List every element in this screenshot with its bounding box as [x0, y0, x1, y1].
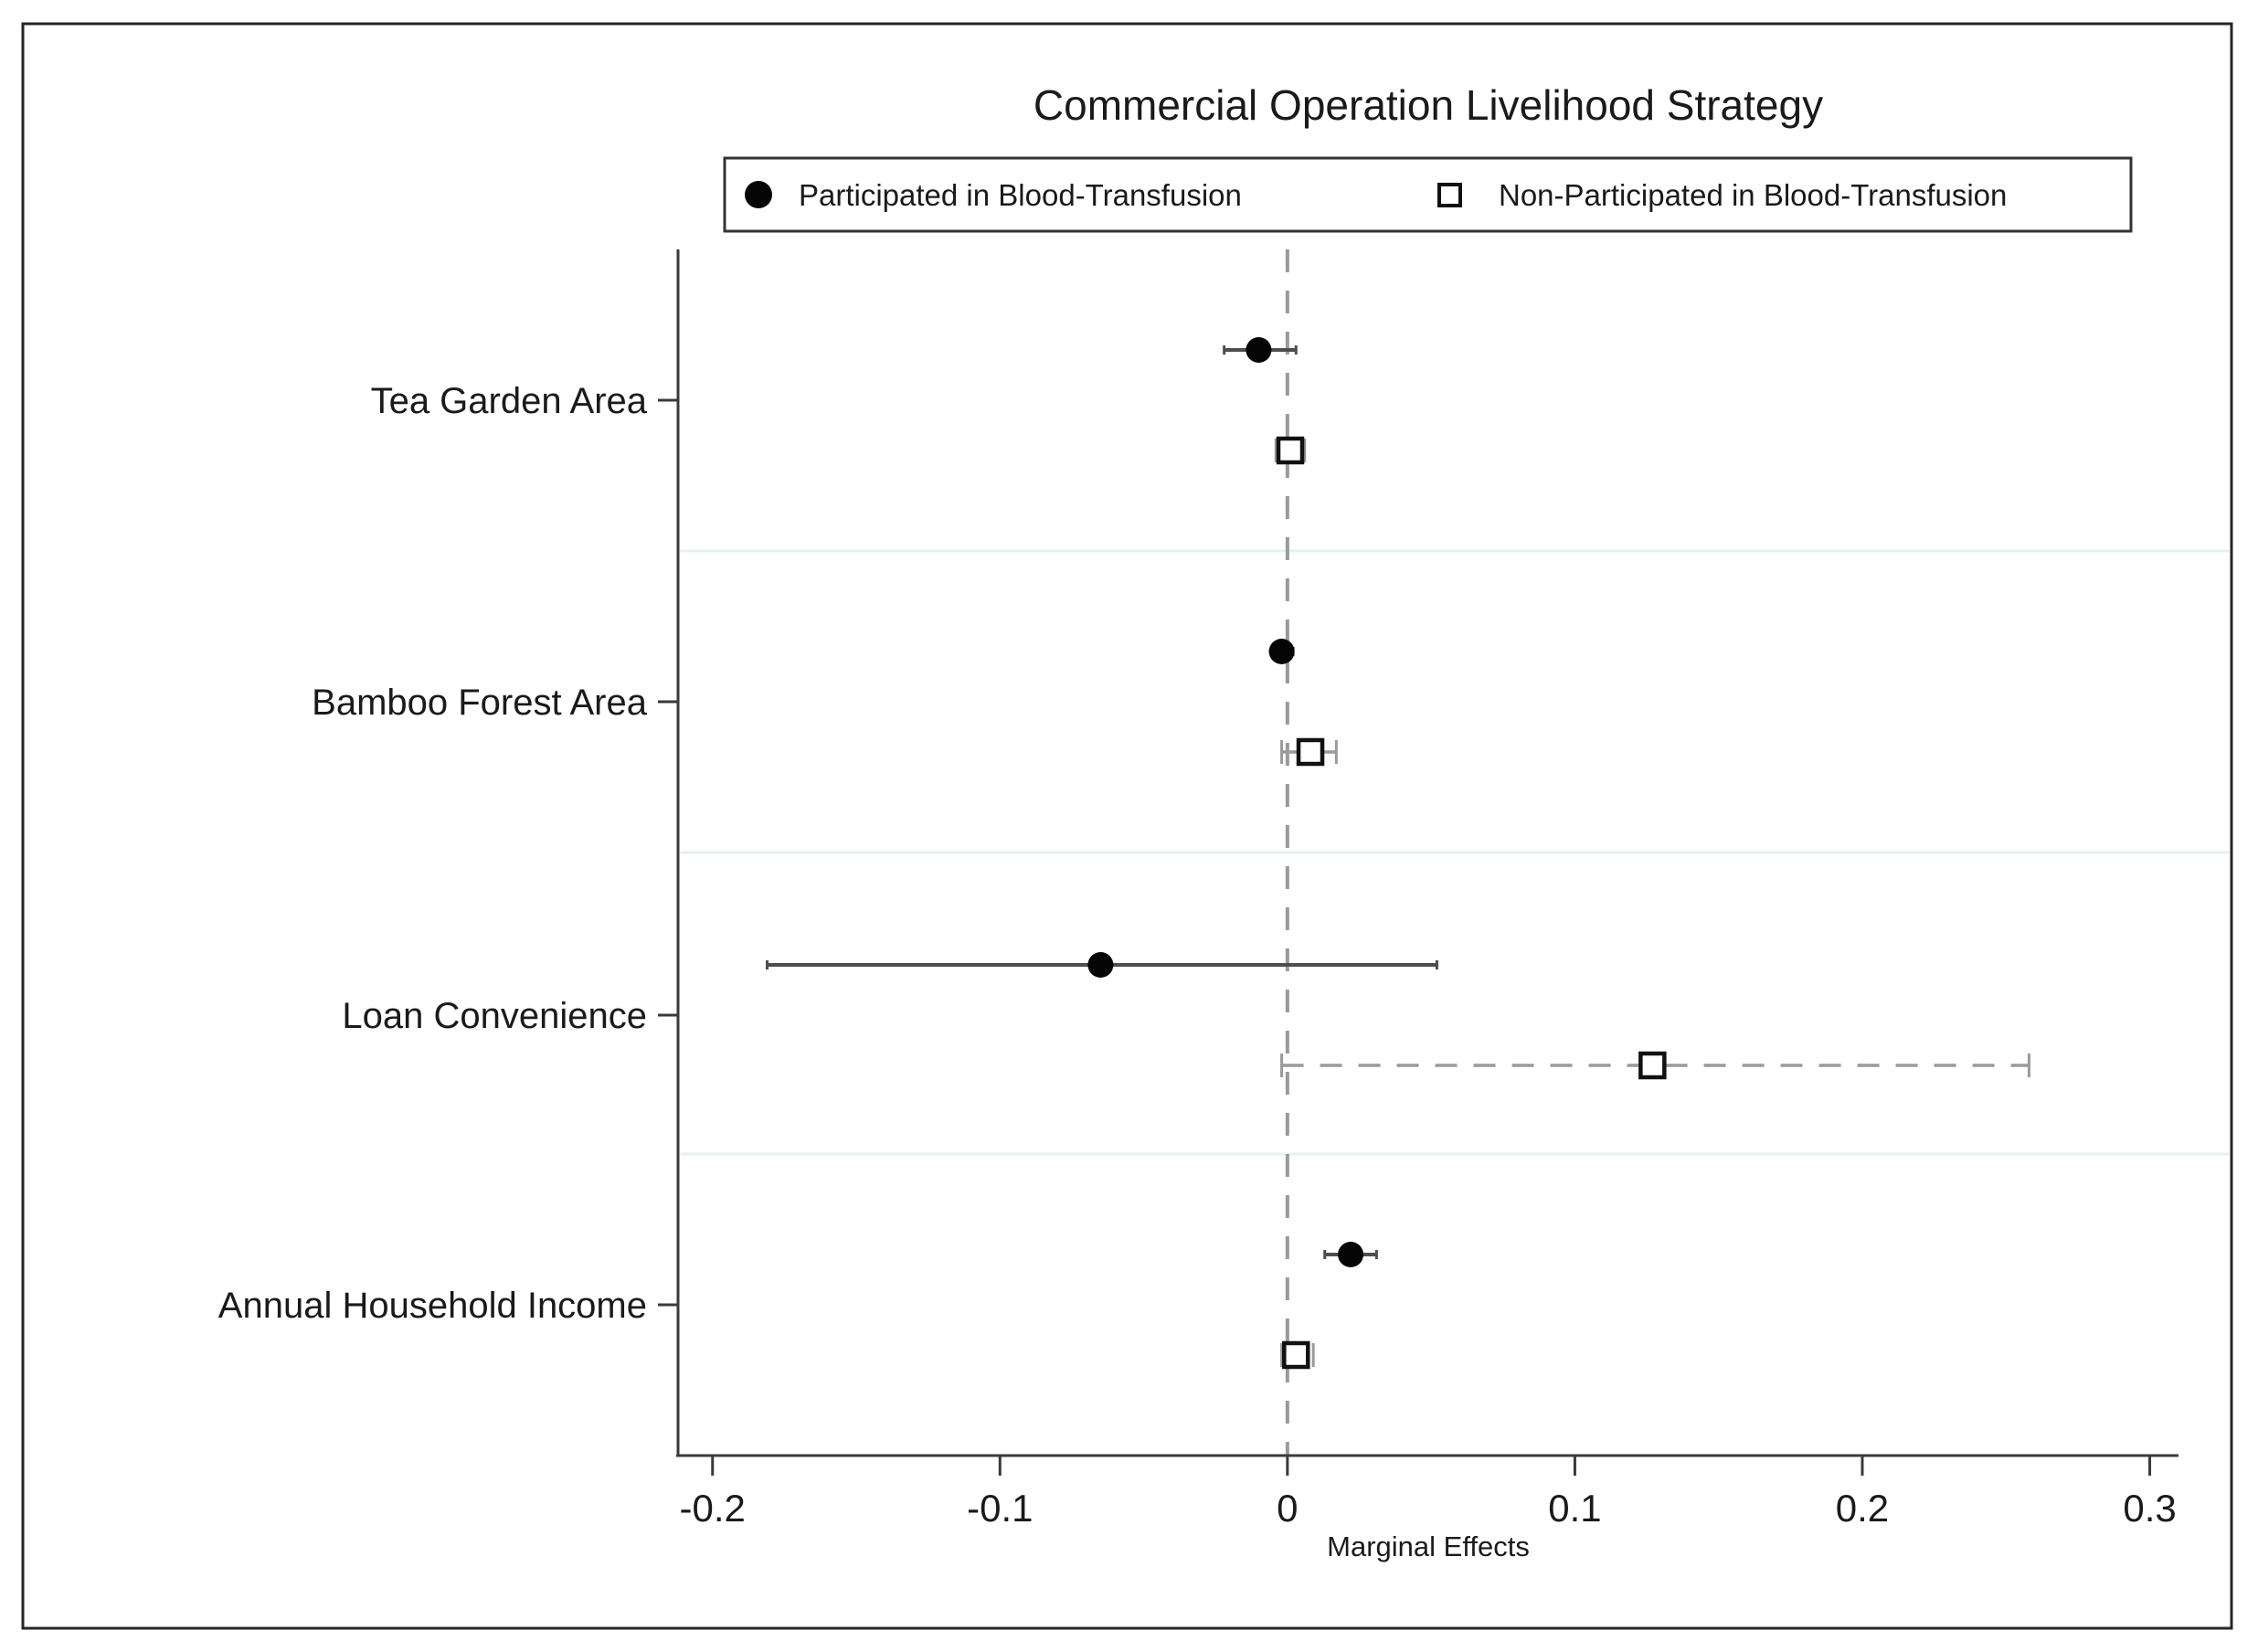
marker-open-square-annual-household-income — [1282, 1340, 1310, 1370]
x-tick-label: -0.1 — [967, 1487, 1033, 1530]
category-label: Annual Household Income — [218, 1286, 647, 1326]
marker-open-square-tea-garden-area — [1276, 436, 1305, 465]
category-label: Loan Convenience — [342, 996, 647, 1036]
marker-filled-circle-annual-household-income — [1338, 1242, 1364, 1267]
x-tick-label: 0 — [1277, 1487, 1298, 1530]
data-series — [766, 337, 2030, 1370]
marker-filled-circle-tea-garden-area — [1246, 337, 1272, 363]
chart-title: Commercial Operation Livelihood Strategy — [1034, 81, 1823, 129]
legend-marker-open-square-icon — [1437, 183, 1462, 207]
figure-border — [21, 22, 2233, 1630]
legend: Participated in Blood-Transfusion Non-Pa… — [723, 156, 2133, 233]
x-tick-label: 0.2 — [1836, 1487, 1889, 1530]
x-tick-label: 0.1 — [1548, 1487, 1601, 1530]
marker-open-square-loan-convenience — [1638, 1051, 1667, 1080]
x-tick-label: -0.2 — [680, 1487, 746, 1530]
y-axis-ticks-and-category-labels: Tea Garden Area Bamboo Forest Area Loan Co… — [218, 381, 678, 1326]
axes — [676, 249, 2178, 1457]
x-axis-ticks-and-labels: -0.2 -0.1 0 0.1 0.2 0.3 — [680, 1456, 2177, 1530]
marker-open-square-bamboo-forest-area — [1296, 737, 1325, 767]
x-tick-label: 0.3 — [2123, 1487, 2176, 1530]
legend-marker-filled-circle-icon — [745, 181, 772, 208]
legend-box — [723, 156, 2133, 233]
marker-filled-circle-loan-convenience — [1087, 952, 1114, 978]
x-axis-title: Marginal Effects — [1327, 1530, 1530, 1562]
legend-label-non-participated: Non-Participated in Blood-Transfusion — [1499, 178, 2007, 212]
marker-filled-circle-bamboo-forest-area — [1268, 639, 1295, 664]
category-separator-lines — [680, 549, 2230, 1156]
category-label: Tea Garden Area — [371, 381, 648, 421]
legend-label-participated: Participated in Blood-Transfusion — [799, 178, 1242, 212]
category-label: Bamboo Forest Area — [312, 683, 648, 723]
